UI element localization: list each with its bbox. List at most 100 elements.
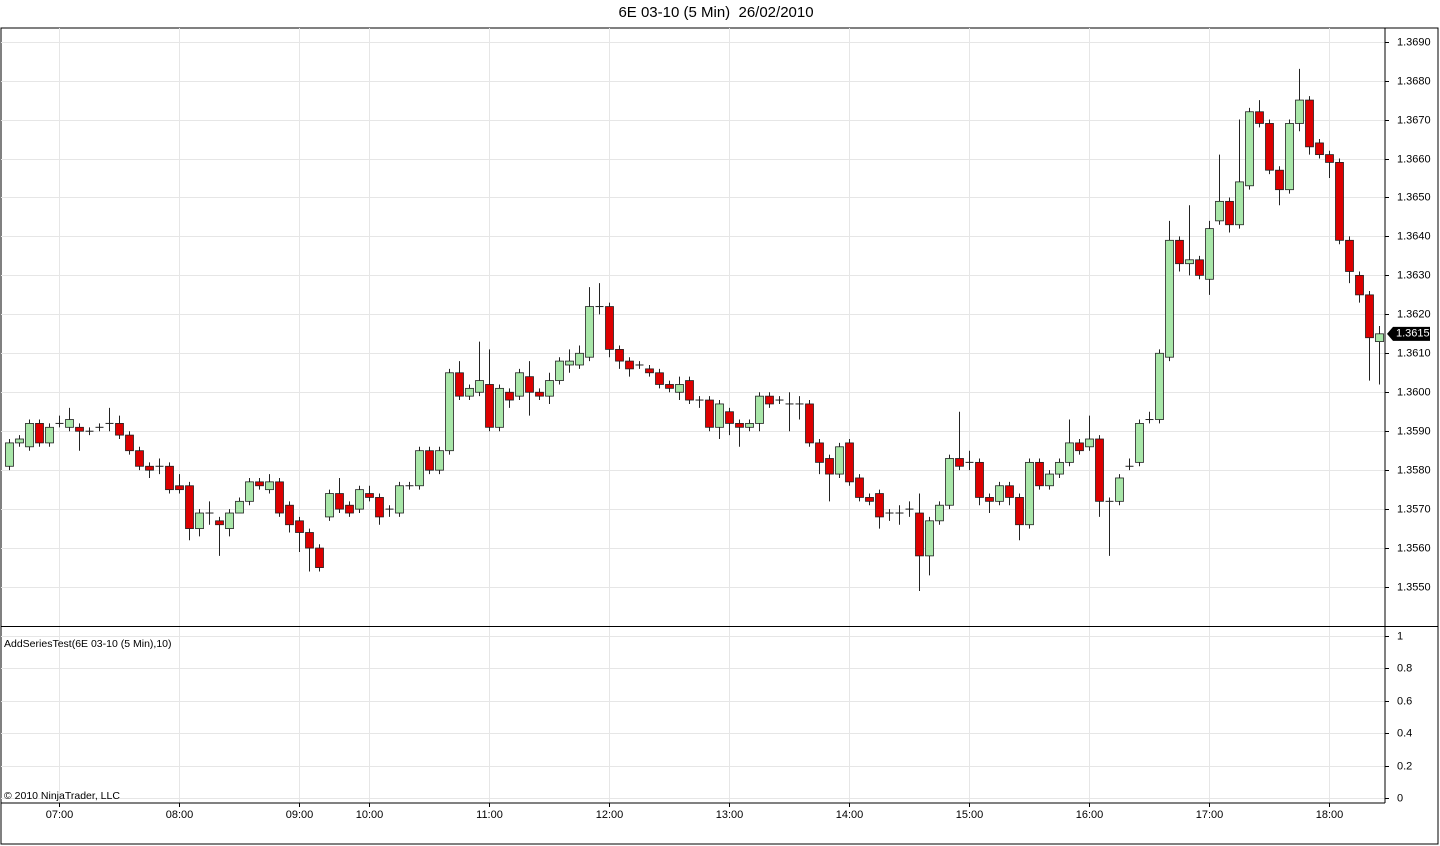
- candle-body: [915, 512, 924, 557]
- y-tick-label: 1.3650: [1397, 191, 1431, 203]
- candle-body: [325, 493, 334, 518]
- candle-body: [755, 395, 764, 424]
- last-price-label: 1.3615: [1396, 328, 1430, 340]
- candle-body: [445, 372, 454, 452]
- x-tick-label: 18:00: [1316, 809, 1344, 821]
- candle-body: [45, 426, 54, 444]
- candle-body: [655, 372, 664, 385]
- candle-body: [395, 485, 404, 514]
- indicator-label: AddSeriesTest(6E 03-10 (5 Min),10): [4, 638, 172, 650]
- candle-body: [505, 391, 514, 401]
- candle-body: [845, 442, 854, 483]
- y-tick-label: 1.3560: [1397, 542, 1431, 554]
- x-tick-label: 14:00: [836, 809, 864, 821]
- y-tick-label: 1.3600: [1397, 386, 1431, 398]
- candle-body: [1355, 274, 1364, 296]
- candle-body: [185, 485, 194, 530]
- y-tick-label: 1.3620: [1397, 308, 1431, 320]
- candle-body: [855, 477, 864, 498]
- candle-body: [1345, 239, 1354, 272]
- candle-body: [1115, 477, 1124, 502]
- candle-body: [935, 504, 944, 522]
- candle-body: [315, 547, 324, 568]
- candle-body: [455, 372, 464, 397]
- y-tick-label: 1: [1397, 630, 1403, 642]
- candle-body: [1195, 259, 1204, 276]
- candle-body: [275, 481, 284, 514]
- candle-body: [265, 481, 274, 491]
- candle-body: [1085, 438, 1094, 448]
- candle-body: [625, 360, 634, 370]
- y-tick-label: 0: [1397, 792, 1403, 804]
- candle-body: [1295, 99, 1304, 124]
- y-tick-label: 1.3550: [1397, 581, 1431, 593]
- y-tick-label: 1.3630: [1397, 269, 1431, 281]
- candle-body: [1025, 461, 1034, 526]
- y-tick-label: 1.3640: [1397, 230, 1431, 242]
- candle-body: [645, 368, 654, 374]
- candle-body: [35, 423, 44, 444]
- copyright: © 2010 NinjaTrader, LLC: [4, 790, 120, 802]
- candle-body: [1225, 200, 1234, 226]
- x-tick-label: 12:00: [596, 809, 624, 821]
- candle-body: [1035, 461, 1044, 487]
- candle-body: [15, 438, 24, 444]
- candle-body: [575, 352, 584, 366]
- candle-body: [115, 423, 124, 436]
- candle-body: [1005, 485, 1014, 498]
- candle-body: [1155, 352, 1164, 420]
- candle-body: [565, 360, 574, 366]
- x-tick-label: 17:00: [1196, 809, 1224, 821]
- candle-body: [375, 497, 384, 518]
- candle-body: [1065, 442, 1074, 463]
- y-tick-label: 0.6: [1397, 695, 1412, 707]
- y-tick-label: 1.3580: [1397, 464, 1431, 476]
- candle-body: [465, 387, 474, 397]
- candle-body: [335, 493, 344, 510]
- candle-body: [545, 380, 554, 397]
- candle-body: [1205, 228, 1214, 280]
- y-tick-label: 0.2: [1397, 760, 1412, 772]
- candle-body: [585, 306, 594, 358]
- candle-body: [255, 481, 264, 487]
- candle-body: [975, 461, 984, 498]
- candle-body: [735, 423, 744, 428]
- candle-body: [1285, 123, 1294, 191]
- candle-body: [925, 520, 934, 557]
- candle-body: [1365, 294, 1374, 339]
- candle-body: [1185, 259, 1194, 265]
- y-tick-label: 1.3590: [1397, 425, 1431, 437]
- candle-body: [605, 306, 614, 350]
- y-tick-label: 1.3680: [1397, 75, 1431, 87]
- candle-body: [805, 403, 814, 444]
- x-tick-label: 07:00: [46, 809, 74, 821]
- candle-body: [535, 391, 544, 397]
- candle-body: [1275, 169, 1284, 191]
- y-tick-label: 1.3660: [1397, 153, 1431, 165]
- candle-body: [1245, 111, 1254, 187]
- candle-body: [1235, 181, 1244, 226]
- candle-body: [685, 380, 694, 401]
- candle-body: [835, 446, 844, 475]
- candle-body: [345, 504, 354, 514]
- candle-body: [715, 403, 724, 428]
- candle-body: [985, 497, 994, 502]
- y-tick-label: 1.3570: [1397, 503, 1431, 515]
- x-tick-label: 11:00: [476, 809, 503, 821]
- candle-body: [725, 411, 734, 424]
- candle-body: [145, 465, 154, 471]
- y-tick-label: 1.3610: [1397, 347, 1431, 359]
- candle-body: [245, 481, 254, 502]
- candle-body: [1325, 154, 1334, 163]
- candle-body: [675, 384, 684, 393]
- candle-body: [1045, 473, 1054, 487]
- candle-body: [355, 489, 364, 510]
- candle-body: [945, 458, 954, 506]
- candle-body: [495, 387, 504, 428]
- x-tick-label: 16:00: [1076, 809, 1104, 821]
- candle-body: [1175, 239, 1184, 265]
- y-tick-label: 1.3690: [1397, 36, 1431, 48]
- candle-body: [1075, 442, 1084, 452]
- candle-body: [1265, 123, 1274, 171]
